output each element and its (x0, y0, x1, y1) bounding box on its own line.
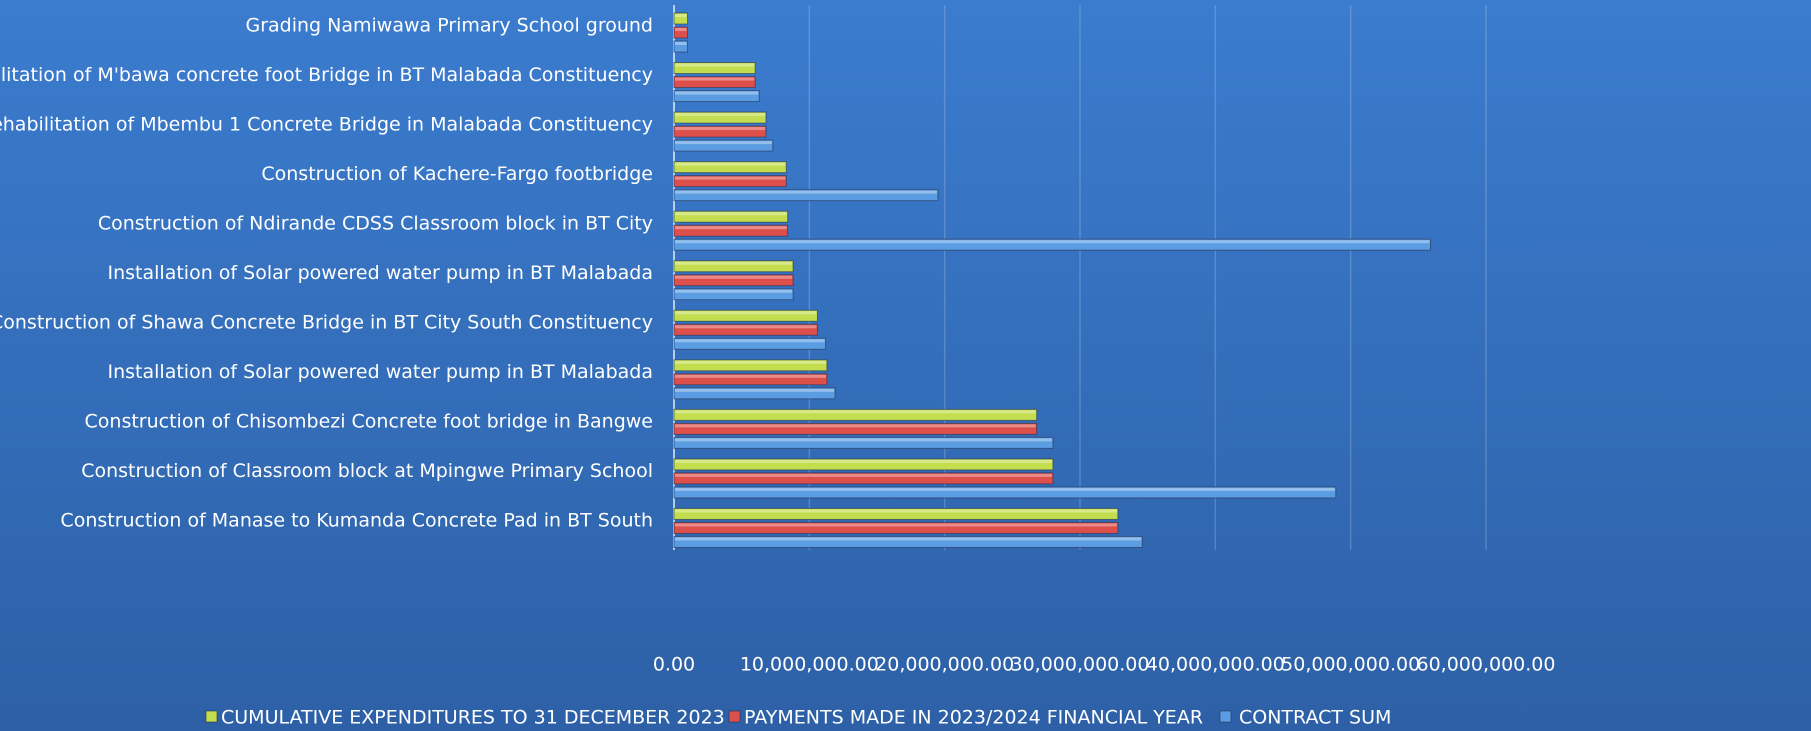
bar (673, 260, 794, 273)
category-label: Installation of Solar powered water pump… (108, 262, 653, 284)
bar-highlight (675, 360, 826, 364)
bar (673, 387, 836, 400)
bar-highlight (675, 141, 772, 145)
bar-highlight (675, 537, 1142, 541)
bar-highlight (675, 91, 759, 95)
bar-highlight (675, 523, 1117, 527)
bar (673, 472, 1054, 485)
bar (673, 436, 1054, 449)
bar-highlight (675, 487, 1335, 491)
bar (673, 238, 1432, 251)
bar-highlight (675, 261, 793, 265)
bar (673, 422, 1038, 435)
x-tick-label: 30,000,000.00 (1010, 654, 1149, 676)
category-label: Construction of Ndirande CDSS Classroom … (98, 212, 653, 234)
bar-highlight (675, 275, 793, 279)
bar (673, 288, 794, 301)
legend-label: CUMULATIVE EXPENDITURES TO 31 DECEMBER 2… (221, 707, 725, 729)
category-label: Construction of Kachere-Fargo footbridge (261, 163, 653, 185)
category-label: Rehabilitation of M'bawa concrete foot B… (0, 64, 653, 86)
category-label: Construction of Classroom block at Mping… (81, 460, 653, 482)
bar-highlight (675, 77, 755, 81)
bar-highlight (675, 226, 787, 230)
x-tick-label: 50,000,000.00 (1281, 654, 1420, 676)
bar-highlight (675, 176, 786, 180)
bar-highlight (675, 127, 766, 131)
x-tick-label: 40,000,000.00 (1146, 654, 1285, 676)
bar (673, 12, 689, 25)
bar (673, 175, 787, 188)
x-tick-label: 0.00 (653, 654, 695, 676)
bar (673, 139, 774, 152)
bar-highlight (675, 190, 937, 194)
category-label: Rehabilitation of Mbembu 1 Concrete Brid… (0, 113, 653, 135)
bar (673, 274, 794, 287)
legend-label: CONTRACT SUM (1239, 707, 1391, 729)
bar (673, 309, 818, 322)
bar (673, 359, 828, 372)
bar (673, 507, 1119, 520)
legend-swatch (1219, 710, 1232, 723)
bar-highlight (675, 28, 687, 31)
legend-swatch (728, 710, 741, 723)
bar-highlight (675, 14, 687, 17)
bar (673, 189, 939, 202)
bar (673, 521, 1119, 534)
bar (673, 76, 756, 89)
bar (673, 337, 827, 350)
bar (673, 458, 1054, 471)
category-label: Construction of Manase to Kumanda Concre… (60, 510, 653, 532)
bar-highlight (675, 113, 766, 117)
x-tick-label: 60,000,000.00 (1416, 654, 1555, 676)
bar (673, 210, 789, 223)
bar-highlight (675, 388, 835, 392)
bar (673, 161, 787, 174)
bar (673, 323, 818, 336)
bar (673, 90, 760, 103)
bar-highlight (675, 63, 755, 67)
bar (673, 373, 828, 386)
bar-highlight (675, 325, 817, 329)
bar (673, 62, 756, 75)
x-tick-label: 20,000,000.00 (875, 654, 1014, 676)
bar-highlight (675, 410, 1036, 414)
bar-highlight (675, 162, 786, 166)
bar (673, 26, 689, 39)
bar-highlight (675, 438, 1052, 442)
bar (673, 111, 767, 124)
bar-highlight (675, 212, 787, 216)
legend-label: PAYMENTS MADE IN 2023/2024 FINANCIAL YEA… (744, 707, 1203, 729)
bar (673, 125, 767, 138)
legend-swatch (205, 710, 218, 723)
category-label: Grading Namiwawa Primary School ground (245, 14, 653, 36)
bar-highlight (675, 509, 1117, 513)
bar (673, 224, 789, 237)
bar-highlight (675, 42, 687, 45)
bar (673, 535, 1143, 548)
bar-highlight (675, 374, 826, 378)
bar (673, 40, 689, 53)
category-label: Installation of Solar powered water pump… (108, 361, 653, 383)
bar-highlight (675, 424, 1036, 428)
category-label: Construction of Shawa Concrete Bridge in… (0, 312, 653, 334)
category-label: Construction of Chisombezi Concrete foot… (85, 411, 653, 433)
bar-highlight (675, 289, 793, 293)
bar (673, 408, 1038, 421)
bar-highlight (675, 339, 825, 343)
x-tick-label: 10,000,000.00 (740, 654, 879, 676)
bar-highlight (675, 311, 817, 315)
bar-highlight (675, 459, 1052, 463)
bar-highlight (675, 473, 1052, 477)
bar (673, 486, 1337, 499)
bar-highlight (675, 240, 1430, 244)
